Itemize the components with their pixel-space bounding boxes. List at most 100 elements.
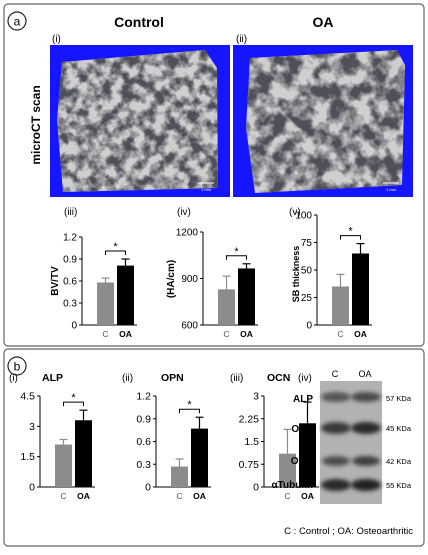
blot-band [352,456,380,466]
y-tick-label: 4.5 [20,391,35,403]
blot-protein-opn: OPN [291,424,313,435]
x-tick-label: OA [119,329,132,339]
chart-title: OCN [267,372,290,384]
y-tick-label: 1.5 [20,451,35,463]
blot-protein-alp: ALP [293,394,313,405]
y-tick-label: 0 [71,321,77,332]
significance-marker: * [234,246,239,258]
y-tick-label: 100 [295,211,312,222]
scale-label: 1 mm [386,187,397,192]
chart-sub-label: (iii) [64,207,77,218]
y-tick-label: 3 [29,421,35,433]
y-tick-label: 0 [306,321,312,332]
y-tick-label: 0 [253,482,259,494]
chart-sub-label: (iv) [177,207,191,218]
y-tick-label: 900 [181,274,198,285]
bar-oa [299,423,316,487]
chart-sub-label: (v) [289,207,301,218]
x-tick-label: OA [240,329,253,339]
significance-marker: * [187,399,192,411]
chart-title: OPN [161,372,184,384]
bar-oa [191,428,208,487]
panel-a-label: a [14,15,21,29]
trabecular-pores [246,50,405,193]
bar-c [218,289,235,325]
western-blot: (iv) C OA ALP OPN OCN αTubulin 57 KDa 45… [271,369,412,504]
blot-band [322,456,350,466]
y-tick-label: 75 [301,238,313,249]
y-tick-label: 0 [145,482,151,494]
significance-bracket [340,235,361,240]
y-tick-label: 1.2 [63,233,77,244]
x-tick-label: C [337,329,343,339]
y-tick-label: 0.9 [136,413,151,425]
x-tick-label: C [102,329,108,339]
y-tick-label: 0.9 [63,255,77,266]
bar-oa [238,268,255,325]
significance-bracket [179,408,200,414]
bar-c [97,282,114,325]
x-tick-label: OA [301,491,314,501]
microct-label: microCT scan [29,85,43,164]
x-tick-label: C [223,329,229,339]
y-tick-label: 1.5 [244,436,259,448]
y-tick-label: 3 [253,391,259,403]
bar-c [332,286,349,325]
blot-size-alp: 57 KDa [386,394,412,403]
significance-marker: * [71,392,76,404]
bar-oa [117,265,134,325]
blot-band [321,479,351,491]
footnote: C : Control ; OA: Osteoarthritic [284,526,413,537]
bar-oa [75,420,92,487]
y-tick-label: 0 [29,482,35,494]
panel-a-frame [3,3,425,347]
y-axis-label: SB thickness [291,246,301,303]
bar-oa [352,253,369,325]
panel-b-label: b [14,360,21,374]
x-tick-label: OA [193,491,206,501]
bar-c [171,466,188,487]
blot-band [351,479,381,491]
significance-marker: * [113,241,118,253]
scan-sub-ii: (ii) [236,34,247,45]
blot-size-ocn: 42 KDa [386,457,412,466]
blot-protein-tubulin: αTubulin [271,480,313,491]
y-tick-label: 0.6 [63,277,77,288]
blot-size-tubulin: 55 KDa [386,481,412,490]
x-tick-label: OA [77,491,90,501]
trabecular-pores [57,50,218,192]
blot-sub: (iv) [298,373,312,384]
panel-b-badge [7,356,27,376]
significance-marker: * [348,226,353,238]
y-tick-label: 1200 [176,228,199,239]
y-tick-label: 0.6 [136,436,151,448]
y-tick-label: 600 [181,321,198,332]
blot-band [351,392,381,402]
scale-label: 1 mm [201,187,212,192]
chart-sub-label: (iii) [230,373,243,384]
blot-band [321,422,351,434]
y-tick-label: 25 [301,293,313,304]
significance-bracket [105,250,126,255]
y-tick-label: 1.2 [136,391,151,403]
y-tick-label: 0.75 [239,459,260,471]
x-tick-label: C [176,491,182,501]
blot-band [321,392,351,402]
control-heading: Control [114,14,164,30]
blot-lane-c: C [332,369,339,379]
y-tick-label: 50 [301,266,313,277]
x-tick-label: OA [354,329,367,339]
chart-title: ALP [42,372,63,384]
x-tick-label: C [60,491,66,501]
oa-heading: OA [313,14,334,30]
blot-size-opn: 45 KDa [386,424,412,433]
charts-layer: 0 0.3 0.6 0.9 1.2 C OA * (iii) BV/TV 600 900 1200 C OA… [9,207,372,501]
panel-b-frame [3,348,425,547]
x-tick-label: C [284,491,290,501]
significance-bracket [63,401,84,407]
chart-sub-label: (i) [9,373,18,384]
y-axis-label: BV/TV [50,266,61,296]
microct-scan-control: 1 mm [50,45,230,197]
